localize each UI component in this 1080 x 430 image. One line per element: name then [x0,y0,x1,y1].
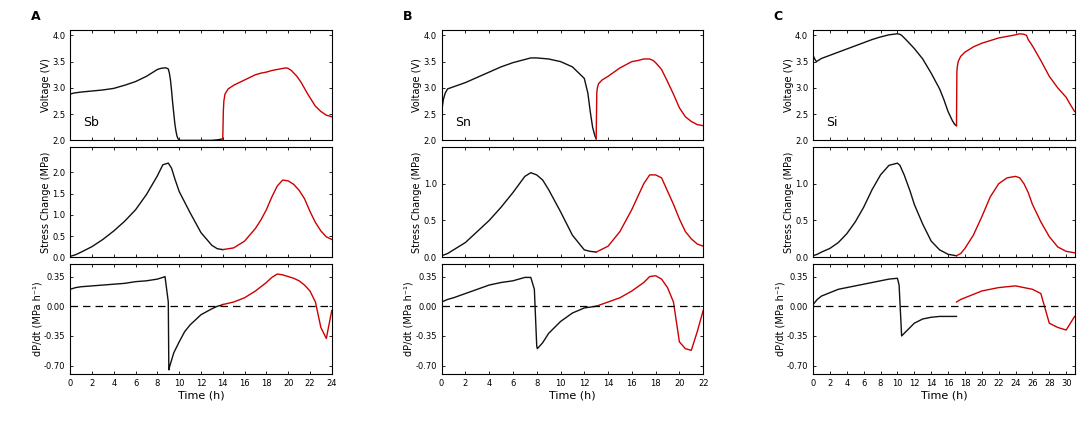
Y-axis label: Stress Change (MPa): Stress Change (MPa) [784,151,794,253]
Text: Sb: Sb [83,117,99,129]
Text: Si: Si [826,117,838,129]
Y-axis label: dP/dt (MPa h⁻¹): dP/dt (MPa h⁻¹) [32,282,42,356]
Y-axis label: Voltage (V): Voltage (V) [783,58,794,112]
Y-axis label: Voltage (V): Voltage (V) [41,58,51,112]
Y-axis label: dP/dt (MPa h⁻¹): dP/dt (MPa h⁻¹) [775,282,785,356]
Y-axis label: Stress Change (MPa): Stress Change (MPa) [413,151,422,253]
Text: C: C [773,10,783,24]
Text: B: B [403,10,411,24]
Text: A: A [31,10,41,24]
Y-axis label: dP/dt (MPa h⁻¹): dP/dt (MPa h⁻¹) [404,282,414,356]
X-axis label: Time (h): Time (h) [549,391,596,401]
X-axis label: Time (h): Time (h) [178,391,225,401]
Text: Sn: Sn [455,117,471,129]
X-axis label: Time (h): Time (h) [920,391,967,401]
Y-axis label: Stress Change (MPa): Stress Change (MPa) [41,151,51,253]
Y-axis label: Voltage (V): Voltage (V) [413,58,422,112]
